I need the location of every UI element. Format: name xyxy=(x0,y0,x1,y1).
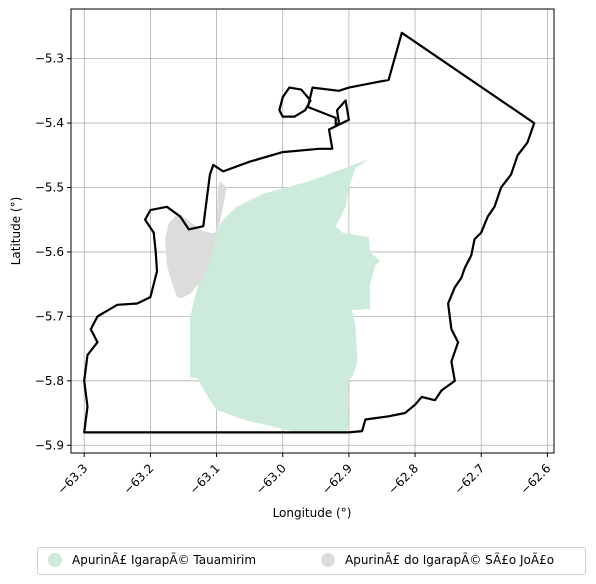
x-tick-label: −62.6 xyxy=(518,461,554,497)
x-axis-title: Longitude (°) xyxy=(273,506,352,520)
legend-marker-sao-joao xyxy=(321,553,335,567)
x-tick-label: −62.8 xyxy=(385,461,421,497)
territory-tauamirim-area xyxy=(190,159,380,433)
legend-item-tauamirim: ApurinÃ£ IgarapÃ© Tauamirim xyxy=(48,553,256,567)
legend-label-tauamirim: ApurinÃ£ IgarapÃ© Tauamirim xyxy=(72,553,257,567)
boundary-loop xyxy=(278,86,312,118)
legend-label-sao-joao: ApurinÃ£ do IgarapÃ© SÃ£o JoÃ£o xyxy=(345,553,555,567)
y-tick-label: −5.3 xyxy=(35,52,64,66)
x-tick-label: −63.3 xyxy=(54,461,90,497)
legend-item-sao-joao: ApurinÃ£ do IgarapÃ© SÃ£o JoÃ£o xyxy=(321,553,554,567)
data-layer xyxy=(83,31,536,434)
x-tick-label: −62.7 xyxy=(451,461,487,497)
plot-frame xyxy=(70,8,555,454)
legend: ApurinÃ£ IgarapÃ© Tauamirim ApurinÃ£ do … xyxy=(37,547,586,575)
y-axis-title: Latitude (°) xyxy=(9,197,23,266)
territory-sao-joao-area xyxy=(165,181,227,299)
legend-marker-tauamirim xyxy=(48,553,62,567)
y-tick-label: −5.4 xyxy=(35,116,64,130)
y-tick-label: −5.7 xyxy=(35,309,64,323)
x-tick-label: −63.1 xyxy=(187,461,223,497)
x-tick-label: −62.9 xyxy=(319,461,355,497)
y-tick-label: −5.6 xyxy=(35,245,64,259)
y-tick-label: −5.9 xyxy=(35,438,64,452)
y-tick-label: −5.5 xyxy=(35,181,64,195)
y-tick-label: −5.8 xyxy=(35,374,64,388)
x-tick-label: −63.0 xyxy=(253,461,289,497)
x-tick-label: −63.2 xyxy=(121,461,157,497)
boundary-outline xyxy=(83,31,536,434)
